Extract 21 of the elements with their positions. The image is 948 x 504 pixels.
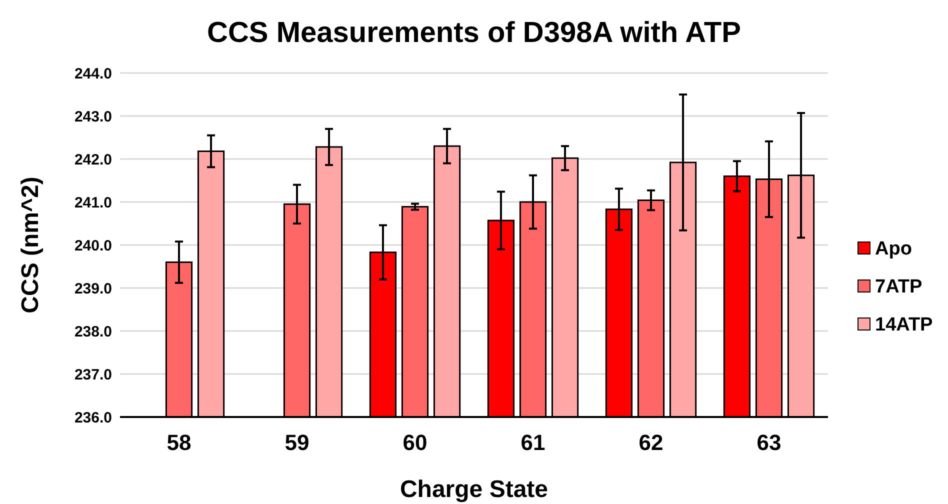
y-tick-label: 239.0 [74,280,112,298]
x-tick-label: 58 [166,430,192,455]
y-tick-label: 241.0 [74,194,112,212]
x-axis-title: Charge State [400,476,548,503]
y-axis-title: CCS (nm^2) [17,176,44,314]
legend-label: 7ATP [875,276,922,298]
legend-label: Apo [875,238,912,260]
y-tick-label: 240.0 [74,237,112,254]
y-tick-label: 244.0 [74,65,112,82]
x-tick-label: 60 [402,430,428,455]
x-tick-label: 62 [638,430,664,455]
x-tick-label: 61 [520,430,546,455]
legend-label: 14ATP [875,314,934,336]
y-tick-label: 237.0 [74,366,112,384]
chart-title: CCS Measurements of D398A with ATP [207,17,741,49]
y-tick-label: 238.0 [74,323,112,340]
y-tick-label: 243.0 [74,108,112,126]
y-tick-label: 242.0 [74,151,112,168]
x-tick-label: 59 [284,430,310,455]
y-tick-label: 236.0 [74,409,112,426]
x-tick-label: 63 [756,430,782,455]
